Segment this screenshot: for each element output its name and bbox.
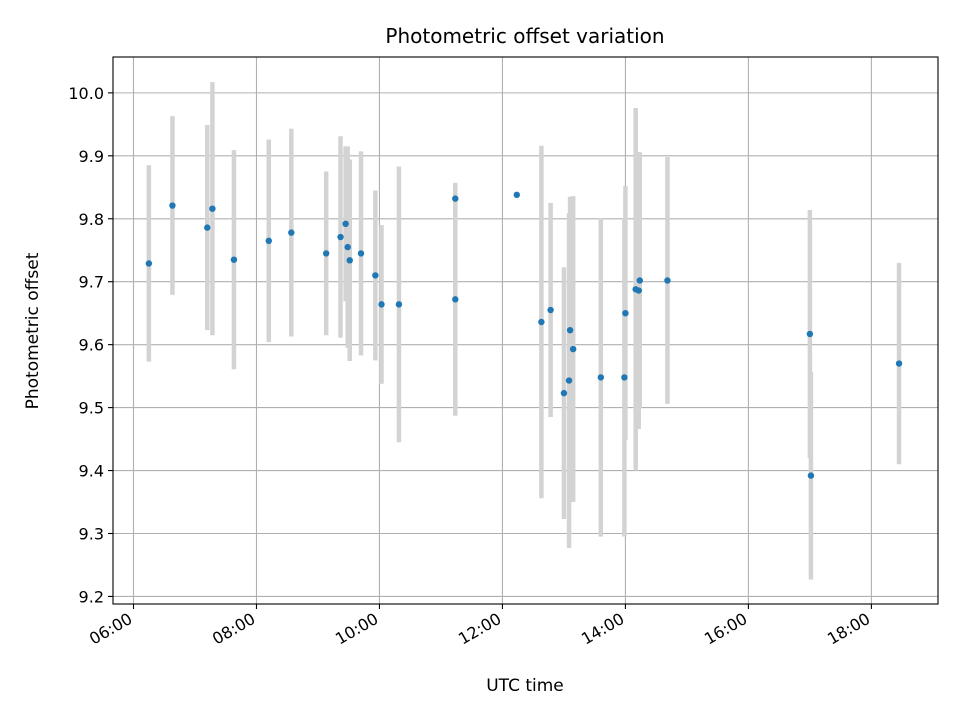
data-point [378, 301, 385, 308]
x-tick-label: 08:00 [209, 609, 258, 649]
data-point [895, 360, 903, 367]
data-point [560, 389, 568, 397]
chart-title: Photometric offset variation [385, 24, 664, 48]
x-tick-label: 16:00 [701, 609, 750, 649]
x-tick-label: 14:00 [578, 609, 627, 649]
data-point [547, 306, 554, 314]
data-point [395, 301, 403, 308]
data-point [538, 318, 545, 326]
data-point [322, 250, 330, 257]
data-point [204, 224, 211, 231]
y-tick-label: 9.2 [79, 587, 104, 606]
data-point [344, 243, 351, 251]
y-tick-label: 9.8 [79, 210, 104, 229]
data-points [145, 191, 903, 479]
data-point [621, 374, 628, 381]
y-tick-label: 9.3 [79, 525, 104, 544]
error-bars [146, 82, 902, 580]
data-point [372, 272, 379, 279]
data-point [342, 220, 349, 228]
y-tick-label: 9.7 [79, 273, 104, 292]
data-point [169, 202, 176, 209]
data-point [636, 277, 643, 284]
y-tick-label: 9.5 [79, 399, 104, 418]
x-axis-label: UTC time [486, 676, 564, 696]
data-point [807, 472, 815, 479]
data-point [806, 330, 814, 338]
y-axis-label: Photometric offset [23, 252, 43, 409]
data-point [513, 191, 520, 199]
data-point [346, 257, 353, 264]
y-tick-label: 9.6 [79, 336, 104, 355]
data-point [565, 377, 573, 384]
data-point [597, 374, 605, 381]
data-point [664, 277, 671, 284]
data-point [288, 229, 295, 236]
data-point [452, 195, 459, 202]
y-tick-label: 9.9 [79, 147, 104, 166]
data-point [566, 326, 574, 334]
data-point [145, 260, 153, 267]
data-point [622, 309, 629, 317]
plot-frame [112, 56, 939, 605]
x-tick-label: 18:00 [824, 609, 873, 649]
data-point [635, 287, 642, 294]
data-point [569, 345, 577, 353]
x-tick-label: 12:00 [455, 609, 504, 649]
axis-ticks: 06:00 08:00 10:00 12:00 14:00 16:00 18:00 9.2 9.… [68, 84, 873, 649]
data-point [265, 237, 272, 245]
data-point [337, 233, 344, 241]
y-tick-label: 9.4 [79, 462, 104, 481]
x-tick-label: 06:00 [86, 609, 135, 649]
data-point [452, 296, 459, 303]
data-point [209, 205, 216, 212]
x-tick-label: 10:00 [332, 609, 381, 649]
y-tick-label: 10.0 [68, 84, 104, 103]
data-point [357, 250, 365, 257]
data-point [230, 256, 238, 263]
grid-lines [113, 57, 938, 604]
